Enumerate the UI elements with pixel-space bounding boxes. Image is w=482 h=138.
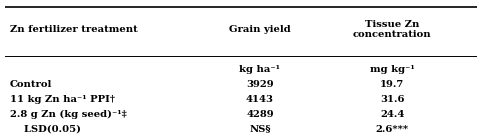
Text: 4289: 4289	[246, 110, 274, 119]
Text: Tissue Zn
concentration: Tissue Zn concentration	[353, 20, 431, 39]
Text: Grain yield: Grain yield	[229, 25, 291, 34]
Text: 2.6***: 2.6***	[375, 125, 409, 134]
Text: Zn fertilizer treatment: Zn fertilizer treatment	[10, 25, 137, 34]
Text: 19.7: 19.7	[380, 80, 404, 89]
Text: 3929: 3929	[246, 80, 274, 89]
Text: 4143: 4143	[246, 95, 274, 104]
Text: 11 kg Zn ha⁻¹ PPI†: 11 kg Zn ha⁻¹ PPI†	[10, 95, 115, 104]
Text: 31.6: 31.6	[380, 95, 404, 104]
Text: 2.8 g Zn (kg seed)⁻¹‡: 2.8 g Zn (kg seed)⁻¹‡	[10, 110, 126, 119]
Text: 24.4: 24.4	[380, 110, 404, 119]
Text: kg ha⁻¹: kg ha⁻¹	[240, 65, 281, 74]
Text: mg kg⁻¹: mg kg⁻¹	[370, 65, 415, 74]
Text: LSD(0.05): LSD(0.05)	[10, 125, 80, 134]
Text: Control: Control	[10, 80, 52, 89]
Text: NS§: NS§	[249, 125, 271, 134]
